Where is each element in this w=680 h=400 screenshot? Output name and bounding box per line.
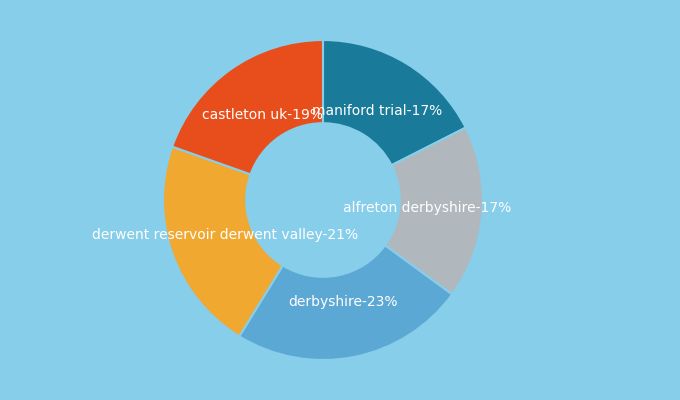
Wedge shape bbox=[385, 128, 483, 294]
Text: derwent reservoir derwent valley-21%: derwent reservoir derwent valley-21% bbox=[92, 228, 358, 242]
Wedge shape bbox=[172, 40, 323, 174]
Text: alfreton derbyshire-17%: alfreton derbyshire-17% bbox=[343, 202, 511, 216]
Text: castleton uk-19%: castleton uk-19% bbox=[203, 108, 324, 122]
Wedge shape bbox=[323, 40, 466, 165]
Text: derbyshire-23%: derbyshire-23% bbox=[288, 295, 398, 309]
Wedge shape bbox=[163, 147, 283, 336]
Wedge shape bbox=[239, 245, 452, 360]
Text: maniford trial-17%: maniford trial-17% bbox=[312, 104, 443, 118]
